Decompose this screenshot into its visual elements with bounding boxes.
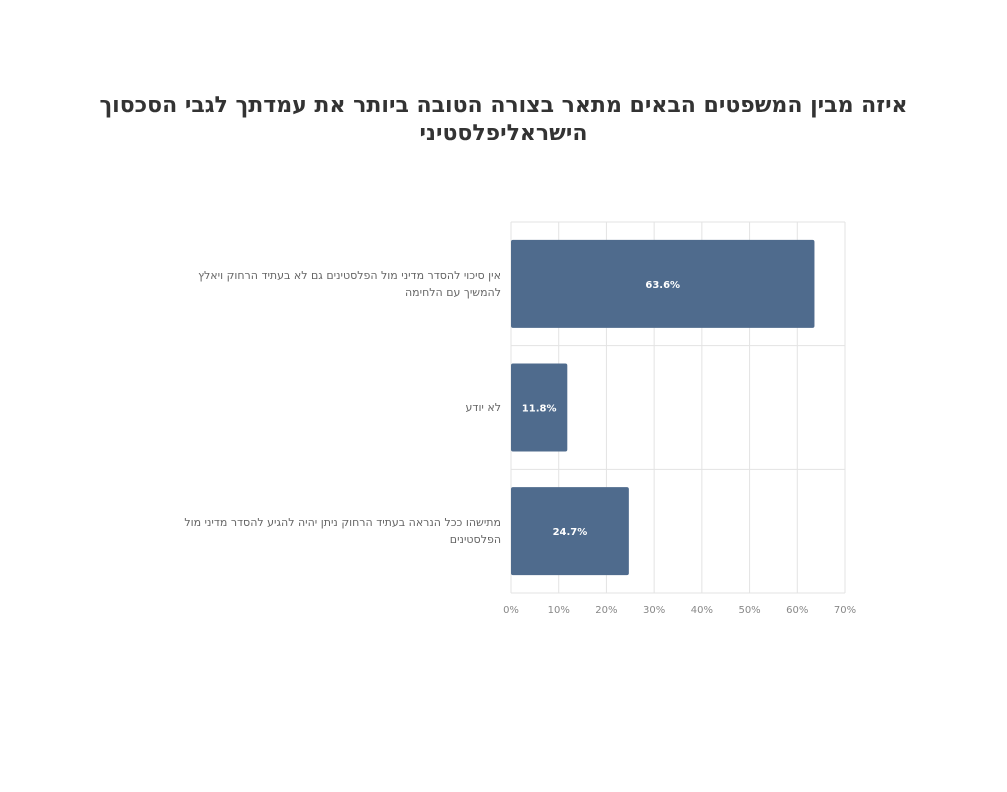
category-label: אין סיכוי להסדר מדיני מול הפלסטינים גם ל… bbox=[198, 268, 501, 299]
x-tick-label: 70% bbox=[834, 605, 856, 616]
x-tick-label: 30% bbox=[643, 605, 665, 616]
bar bbox=[511, 239, 815, 328]
chart-title: איזה מבין המשפטים הבאים מתאר בצורה הטובה… bbox=[99, 93, 908, 146]
data-label: 11.8% bbox=[522, 404, 557, 415]
x-tick-label: 60% bbox=[786, 605, 808, 616]
category-label: לא יודע bbox=[465, 401, 501, 414]
bar bbox=[511, 363, 568, 452]
bar bbox=[511, 487, 629, 576]
x-tick-label: 20% bbox=[595, 605, 617, 616]
x-tick-label: 10% bbox=[548, 605, 570, 616]
x-tick-label: 50% bbox=[738, 605, 760, 616]
data-label: 24.7% bbox=[553, 527, 588, 538]
data-label: 63.6% bbox=[645, 280, 680, 291]
category-label: מתישהו ככל הנראה בעתיד הרחוק ניתן יהיה ל… bbox=[184, 516, 501, 547]
x-tick-label: 0% bbox=[503, 605, 519, 616]
x-tick-label: 40% bbox=[691, 605, 713, 616]
